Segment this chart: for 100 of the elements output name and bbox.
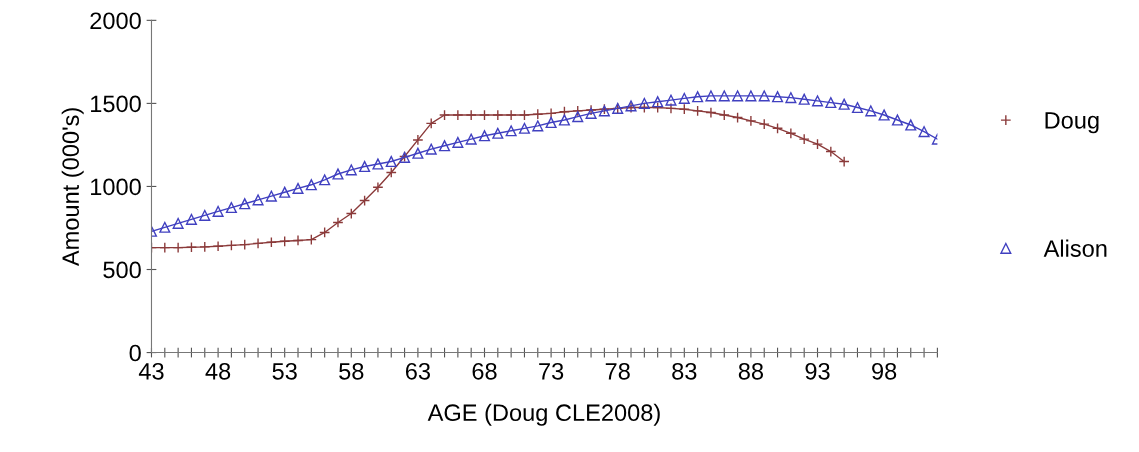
point xyxy=(518,109,531,121)
x-tick-label: 68 xyxy=(472,362,497,380)
point xyxy=(225,201,237,214)
point xyxy=(745,90,757,102)
point xyxy=(385,166,397,179)
x-tick-label: 88 xyxy=(738,362,764,380)
point xyxy=(212,240,224,252)
point xyxy=(359,195,371,207)
point xyxy=(332,168,344,180)
x-tick-label: 93 xyxy=(805,362,830,380)
point xyxy=(438,109,451,121)
point xyxy=(558,114,570,126)
point xyxy=(452,136,464,148)
point xyxy=(518,122,531,134)
point xyxy=(359,160,371,173)
point xyxy=(665,94,677,106)
point xyxy=(732,90,744,102)
legend-label: Doug xyxy=(1045,112,1099,134)
point xyxy=(718,90,730,102)
point xyxy=(745,115,757,127)
point xyxy=(705,90,717,102)
point xyxy=(705,106,717,119)
point xyxy=(319,174,331,186)
x-tick-label: 98 xyxy=(872,362,897,380)
point xyxy=(865,105,877,117)
point xyxy=(252,194,264,206)
y-tick-label: 0 xyxy=(129,344,141,362)
point xyxy=(771,91,784,103)
point xyxy=(345,164,357,176)
point xyxy=(185,241,198,253)
point xyxy=(412,147,424,159)
point xyxy=(199,241,211,253)
point xyxy=(825,97,837,109)
point xyxy=(692,105,704,117)
point xyxy=(172,217,184,229)
point xyxy=(425,117,437,129)
point xyxy=(732,111,744,124)
point xyxy=(532,120,544,132)
point xyxy=(891,114,903,126)
x-tick-label: 73 xyxy=(539,362,564,380)
point xyxy=(265,236,277,248)
x-tick-label: 48 xyxy=(205,362,231,380)
x-tick-label: 78 xyxy=(605,362,630,380)
point xyxy=(785,92,797,104)
point xyxy=(478,109,491,121)
point xyxy=(798,133,810,145)
y-tick-label: 1000 xyxy=(91,178,141,196)
point xyxy=(572,105,584,117)
y-tick-label: 1500 xyxy=(91,95,141,113)
legend-label: Alison xyxy=(1043,239,1107,257)
y-axis-title: Amount (000's) xyxy=(61,108,84,267)
y-tick-label: 500 xyxy=(103,261,141,279)
point xyxy=(758,90,770,102)
point xyxy=(838,155,850,168)
point xyxy=(478,130,491,142)
point xyxy=(492,127,504,139)
point xyxy=(905,119,917,131)
y-tick-label: 2000 xyxy=(90,12,141,30)
point xyxy=(239,239,251,251)
point xyxy=(412,134,424,146)
point xyxy=(505,125,517,137)
point xyxy=(771,122,784,134)
point xyxy=(159,221,171,233)
point xyxy=(545,116,557,129)
point xyxy=(305,179,317,191)
point xyxy=(678,103,690,115)
point xyxy=(239,198,251,210)
point xyxy=(918,126,930,138)
point xyxy=(465,109,477,121)
point xyxy=(279,186,291,198)
point xyxy=(638,97,650,109)
point xyxy=(319,226,331,239)
x-tick-label: 83 xyxy=(672,362,697,380)
point xyxy=(279,235,291,247)
point xyxy=(199,209,211,221)
x-tick-label: 53 xyxy=(272,362,297,380)
point xyxy=(438,140,451,152)
point xyxy=(758,118,770,130)
x-tick-label: 63 xyxy=(405,362,430,380)
point xyxy=(425,143,437,155)
point xyxy=(185,213,198,225)
x-tick-label: 58 xyxy=(339,362,364,380)
point xyxy=(452,109,464,121)
point xyxy=(851,101,864,114)
point xyxy=(385,155,397,168)
point xyxy=(532,108,544,120)
point xyxy=(212,205,224,217)
point xyxy=(718,109,730,121)
point xyxy=(465,133,477,145)
point xyxy=(225,239,237,251)
x-tick-label: 43 xyxy=(138,362,164,380)
point xyxy=(811,138,824,150)
point xyxy=(345,207,357,220)
point xyxy=(811,95,824,107)
point xyxy=(825,146,837,158)
point xyxy=(305,234,317,246)
point xyxy=(572,111,584,123)
point xyxy=(372,181,384,193)
point xyxy=(878,109,890,121)
point xyxy=(372,158,384,170)
